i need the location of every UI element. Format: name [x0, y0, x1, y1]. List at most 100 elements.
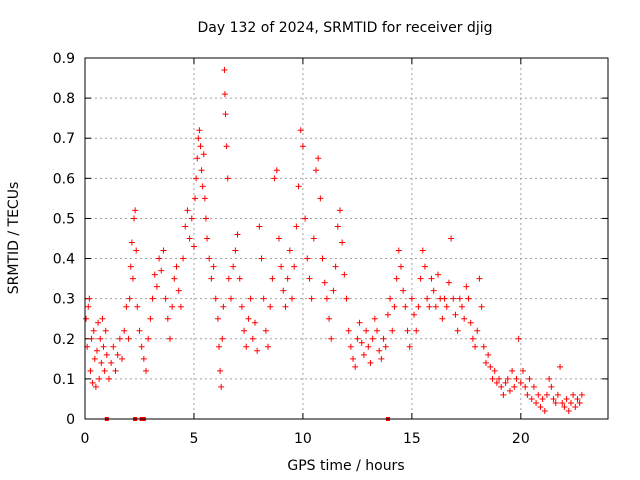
data-point — [350, 355, 357, 362]
data-point — [480, 343, 487, 350]
data-point — [99, 315, 106, 322]
data-point — [190, 243, 197, 250]
data-point — [533, 399, 540, 406]
data-point — [217, 367, 224, 374]
data-point — [87, 367, 94, 374]
data-point — [169, 303, 176, 310]
data-point — [493, 379, 500, 386]
data-point — [293, 223, 300, 230]
data-point — [339, 239, 346, 246]
data-point — [224, 175, 231, 182]
x-tick-label: 20 — [512, 431, 530, 447]
data-point — [461, 315, 468, 322]
data-point — [153, 283, 160, 290]
data-point — [402, 303, 409, 310]
data-point — [214, 315, 221, 322]
data-point — [522, 383, 529, 390]
data-point — [194, 155, 201, 162]
data-point — [234, 231, 241, 238]
data-point — [291, 263, 298, 270]
data-point — [158, 267, 165, 274]
data-point — [509, 367, 516, 374]
data-point — [463, 283, 470, 290]
data-point — [100, 343, 107, 350]
data-point — [454, 327, 461, 334]
data-point — [312, 167, 319, 174]
data-point — [400, 287, 407, 294]
data-point — [341, 271, 348, 278]
data-point — [485, 351, 492, 358]
data-point — [334, 223, 341, 230]
data-point — [83, 315, 90, 322]
grid-lines — [85, 58, 608, 419]
data-point — [162, 295, 169, 302]
data-point — [269, 275, 276, 282]
data-point — [216, 343, 223, 350]
data-point — [260, 295, 267, 302]
data-point — [387, 295, 394, 302]
data-point — [543, 391, 550, 398]
data-point — [546, 375, 553, 382]
data-point — [411, 311, 418, 318]
data-point — [236, 275, 243, 282]
data-point — [193, 175, 200, 182]
data-point — [143, 367, 150, 374]
data-point — [171, 275, 178, 282]
data-point — [89, 379, 96, 386]
data-point — [249, 335, 256, 342]
data-point — [245, 315, 252, 322]
data-point — [164, 315, 171, 322]
data-point — [345, 327, 352, 334]
data-point — [97, 335, 104, 342]
data-point — [443, 303, 450, 310]
y-tick-label: 0.7 — [53, 131, 75, 147]
data-point — [262, 327, 269, 334]
data-point — [574, 395, 581, 402]
data-point — [222, 111, 229, 118]
data-point — [458, 303, 465, 310]
data-point — [103, 351, 110, 358]
data-point — [282, 303, 289, 310]
data-point — [289, 295, 296, 302]
data-point — [180, 255, 187, 262]
data-point — [487, 363, 494, 370]
data-point — [297, 127, 304, 134]
data-point — [219, 335, 226, 342]
data-point — [149, 295, 156, 302]
data-point — [465, 295, 472, 302]
data-point — [511, 383, 518, 390]
data-point — [177, 303, 184, 310]
data-point — [336, 207, 343, 214]
data-point — [435, 271, 442, 278]
data-point — [230, 263, 237, 270]
data-point — [306, 275, 313, 282]
data-point — [302, 215, 309, 222]
data-point — [441, 295, 448, 302]
data-point — [552, 399, 559, 406]
data-point — [452, 311, 459, 318]
data-point — [125, 335, 132, 342]
data-point — [408, 295, 415, 302]
data-point — [363, 327, 370, 334]
data-point — [145, 335, 152, 342]
data-point — [476, 275, 483, 282]
data-point — [572, 403, 579, 410]
data-point — [151, 271, 158, 278]
data-point — [238, 303, 245, 310]
data-point — [182, 223, 189, 230]
data-point — [256, 223, 263, 230]
x-tick-label: 5 — [189, 431, 198, 447]
data-point — [228, 295, 235, 302]
data-point — [417, 275, 424, 282]
data-point — [273, 167, 280, 174]
data-point — [561, 403, 568, 410]
data-point — [265, 343, 272, 350]
data-point — [258, 255, 265, 262]
y-tick-label: 0.5 — [53, 211, 75, 227]
data-point — [241, 327, 248, 334]
data-point — [524, 391, 531, 398]
data-point — [88, 335, 95, 342]
data-point — [369, 335, 376, 342]
data-point — [528, 395, 535, 402]
data-point — [198, 167, 205, 174]
